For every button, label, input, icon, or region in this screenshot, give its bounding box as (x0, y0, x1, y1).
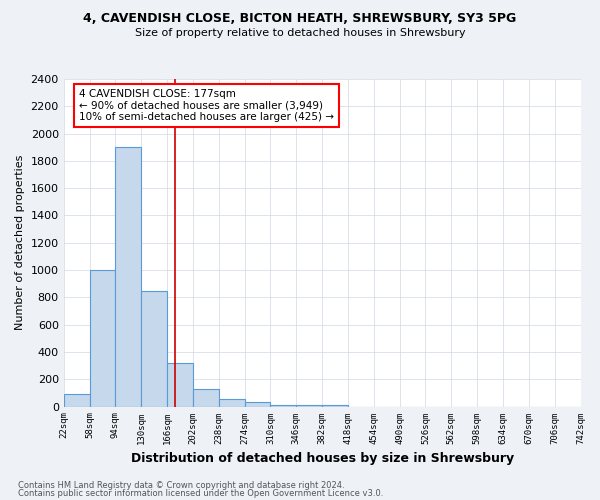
Text: 4, CAVENDISH CLOSE, BICTON HEATH, SHREWSBURY, SY3 5PG: 4, CAVENDISH CLOSE, BICTON HEATH, SHREWS… (83, 12, 517, 26)
Bar (141, 290, 167, 406)
Bar (245, 402, 271, 406)
Text: Size of property relative to detached houses in Shrewsbury: Size of property relative to detached ho… (134, 28, 466, 38)
Bar (296, 405, 322, 406)
Bar (89, 270, 115, 406)
Text: Contains public sector information licensed under the Open Government Licence v3: Contains public sector information licen… (18, 489, 383, 498)
Bar (167, 363, 193, 406)
Bar (271, 404, 296, 406)
Bar (64, 394, 89, 406)
Bar (322, 404, 348, 406)
X-axis label: Distribution of detached houses by size in Shrewsbury: Distribution of detached houses by size … (131, 452, 514, 465)
Bar (193, 390, 219, 406)
Y-axis label: Number of detached properties: Number of detached properties (15, 155, 25, 330)
Bar (115, 147, 141, 406)
Bar (219, 399, 245, 406)
Text: Contains HM Land Registry data © Crown copyright and database right 2024.: Contains HM Land Registry data © Crown c… (18, 480, 344, 490)
Text: 4 CAVENDISH CLOSE: 177sqm
← 90% of detached houses are smaller (3,949)
10% of se: 4 CAVENDISH CLOSE: 177sqm ← 90% of detac… (79, 89, 334, 122)
